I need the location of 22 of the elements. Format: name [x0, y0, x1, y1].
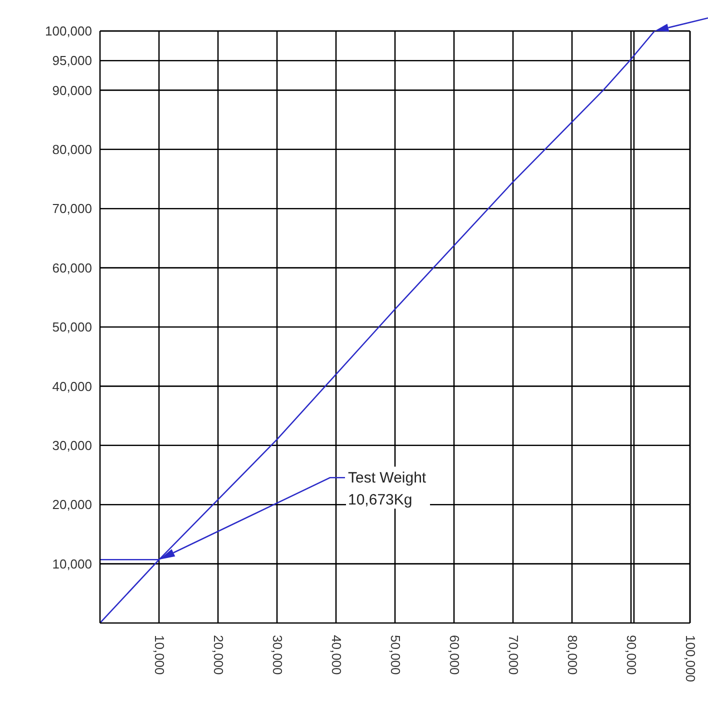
x-tick-label: 10,000	[152, 635, 167, 675]
x-tick-label: 30,000	[270, 635, 285, 675]
y-tick-label: 10,000	[52, 556, 92, 572]
x-tick-label: 60,000	[447, 635, 462, 675]
y-tick-label: 95,000	[52, 53, 92, 68]
y-tick-label: 30,000	[52, 438, 92, 454]
y-tick-label: 90,000	[52, 82, 92, 98]
y-tick-label: 60,000	[52, 260, 92, 276]
x-tick-label: 40,000	[329, 635, 344, 675]
y-tick-label: 70,000	[52, 201, 92, 216]
x-tick-label: 20,000	[211, 635, 226, 675]
x-tick-label: 100,000	[683, 635, 698, 682]
y-tick-label: 80,000	[52, 142, 92, 158]
y-tick-label: 20,000	[52, 497, 92, 512]
y-tick-label: 50,000	[52, 320, 92, 335]
y-tick-label: 40,000	[52, 378, 92, 394]
x-tick-label: 70,000	[506, 635, 521, 675]
annotation: Test Weight 10,673Kg	[348, 470, 427, 509]
x-tick-label: 90,000	[624, 635, 639, 675]
x-tick-label: 80,000	[565, 635, 580, 675]
x-tick-label: 50,000	[388, 635, 403, 675]
y-tick-label: 100,000	[45, 24, 92, 39]
